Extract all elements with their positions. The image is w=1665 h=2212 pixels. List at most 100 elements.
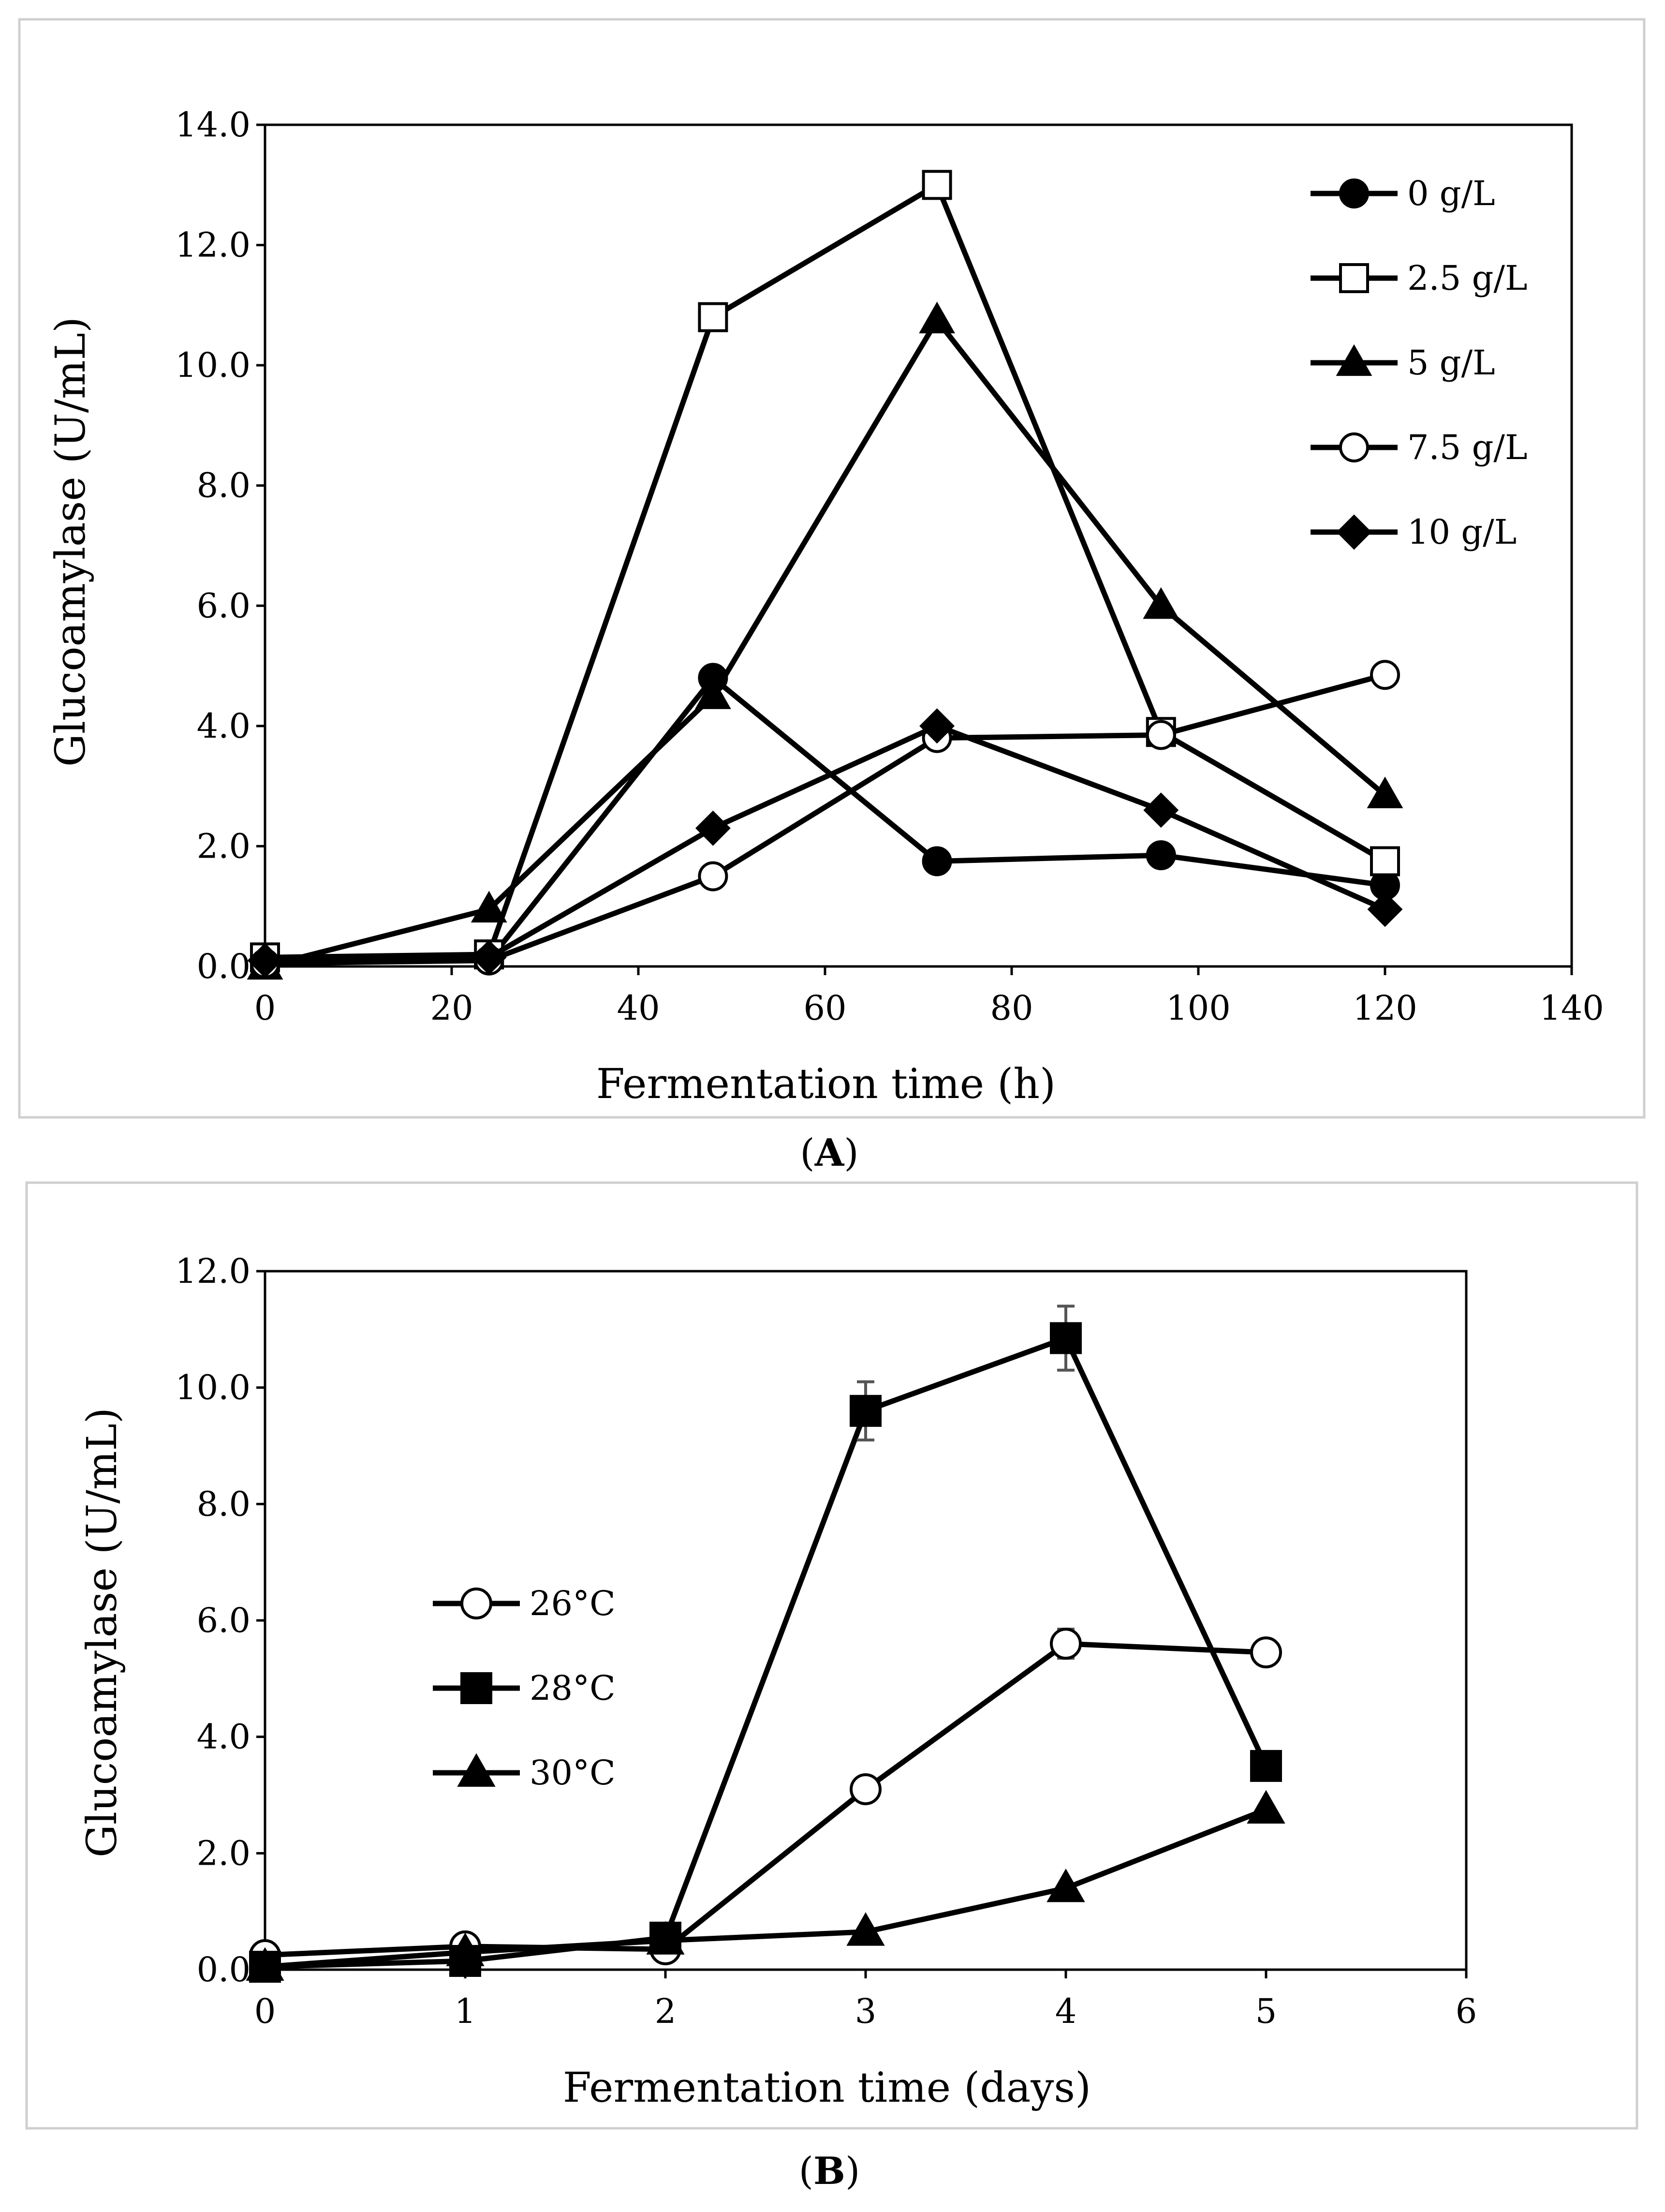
panel-a-frame bbox=[18, 18, 1646, 1119]
panel-a-x-tick-label: 40 bbox=[617, 988, 660, 1028]
panel-b-x-tick-label: 3 bbox=[855, 1991, 877, 2031]
panel-a-series-10-g-l-line bbox=[265, 723, 1386, 964]
panel-a-y-tick-label: 10.0 bbox=[175, 345, 250, 385]
panel-b: 0.0 2.0 4.0 6.0 8.0 10.0 12.0 0 1 2 3 4 5 6 26°C 28°C 30… bbox=[25, 1181, 1638, 2193]
panel-a-point-5-g-l bbox=[919, 301, 955, 334]
panel-a-plot-area bbox=[264, 123, 1573, 968]
panel-b-x-tick-label: 5 bbox=[1255, 1991, 1277, 2031]
panel-b-point-30-c bbox=[1247, 1790, 1285, 1824]
panel-b-y-axis-title: Glucoamylase (U/mL) bbox=[78, 1408, 126, 1857]
panel-b-legend-marker-26-c bbox=[460, 1588, 492, 1619]
panel-a-series-5-g-l bbox=[247, 301, 1403, 980]
panel-b-point-30-c bbox=[846, 1912, 885, 1946]
panel-b-x-tick-label: 2 bbox=[655, 1991, 677, 2031]
panel-a-point-5-g-l bbox=[471, 891, 507, 923]
panel-b-legend-item-28-c: 28°C bbox=[433, 1668, 616, 1708]
panel-a-x-tick-label: 100 bbox=[1166, 988, 1231, 1028]
panel-b-point-26-c bbox=[850, 1773, 882, 1805]
panel-b-x-tick-label: 6 bbox=[1456, 1991, 1477, 2031]
panel-a-legend-item-10-g-l: 10 g/L bbox=[1311, 512, 1517, 552]
panel-a-series-10-g-l bbox=[247, 708, 1403, 979]
panel-b-point-28-c bbox=[1250, 1750, 1282, 1782]
panel-a-point-10-g-l bbox=[695, 810, 731, 846]
panel-a-point-7-5-g-l bbox=[1370, 660, 1400, 690]
panel-a-legend: 0 g/L 2.5 g/L 5 g/L 7.5 g/L 10 g/L bbox=[1311, 174, 1527, 552]
panel-a-y-tick-label: 8.0 bbox=[197, 466, 250, 505]
panel-b-point-30-c bbox=[1046, 1868, 1085, 1902]
panel-b-point-26-c bbox=[1250, 1636, 1282, 1669]
panel-a-legend-marker-7-5-g-l bbox=[1339, 432, 1369, 462]
panel-b-legend-item-30-c: 30°C bbox=[433, 1753, 616, 1793]
panel-a-caption: (A) bbox=[800, 1131, 858, 1175]
panel-a-point-10-g-l bbox=[1367, 891, 1403, 927]
panel-a-point-10-g-l bbox=[247, 943, 283, 979]
panel-a-legend-label-10-g-l: 10 g/L bbox=[1407, 512, 1517, 552]
panel-a-x-tick-label: 60 bbox=[803, 988, 846, 1028]
panel-a-point-2-5-g-l bbox=[698, 302, 728, 332]
panel-a-x-tick-label: 120 bbox=[1353, 988, 1417, 1028]
panel-a-y-tick-label: 0.0 bbox=[197, 947, 250, 986]
panel-b-x-tick-label: 0 bbox=[254, 1991, 276, 2031]
panel-a-legend-marker-10-g-l bbox=[1336, 514, 1372, 550]
panel-a-legend-marker-5-g-l bbox=[1336, 344, 1372, 376]
panel-a-legend-item-5-g-l: 5 g/L bbox=[1311, 343, 1495, 383]
panel-a-point-10-g-l bbox=[919, 708, 955, 744]
panel-b-series-28-c-line bbox=[265, 1335, 1268, 1970]
panel-b-y-tick-label: 6.0 bbox=[197, 1601, 250, 1640]
panel-b-series-30-c bbox=[246, 1790, 1285, 1981]
panel-a-legend-marker-2-5-g-l bbox=[1339, 263, 1369, 293]
panel-b-y-tick-label: 0.0 bbox=[197, 1950, 250, 1989]
panel-a-legend-label-2-5-g-l: 2.5 g/L bbox=[1407, 258, 1527, 298]
panel-b-plot: 0.0 2.0 4.0 6.0 8.0 10.0 12.0 0 1 2 3 4 5 6 26°C 28°C 30… bbox=[175, 1251, 1477, 2031]
panel-a-series-2-5-g-l-line bbox=[265, 182, 1386, 960]
panel-a-point-5-g-l bbox=[695, 677, 731, 709]
panel-b-legend-label-26-c: 26°C bbox=[530, 1584, 616, 1623]
panel-a-x-tick-label: 80 bbox=[990, 988, 1033, 1028]
panel-b-legend-label-28-c: 28°C bbox=[530, 1668, 616, 1708]
panel-a-point-2-5-g-l bbox=[1370, 846, 1400, 876]
panel-b-y-tick-label: 4.0 bbox=[197, 1717, 250, 1757]
panel-b-y-tick-label: 2.0 bbox=[197, 1833, 250, 1873]
panel-a-point-0-g-l bbox=[1146, 840, 1176, 871]
panel-a-x-tick-label: 0 bbox=[254, 988, 276, 1028]
panel-a-plot: 0.0 2.0 4.0 6.0 8.0 10.0 12.0 14.0 0 20 40 60 80 100 1… bbox=[175, 105, 1604, 1028]
panel-a-x-axis-title: Fermentation time (h) bbox=[596, 1060, 1056, 1108]
panel-b-point-30-c bbox=[646, 1921, 685, 1955]
panel-a-legend-item-7-5-g-l: 7.5 g/L bbox=[1311, 428, 1527, 467]
panel-b-y-tick-label: 8.0 bbox=[197, 1484, 250, 1524]
panel-b-caption-letter: B bbox=[813, 2149, 845, 2193]
panel-b-frame bbox=[25, 1181, 1638, 2130]
panel-a-legend-label-5-g-l: 5 g/L bbox=[1407, 343, 1495, 383]
panel-b-point-30-c bbox=[446, 1932, 485, 1966]
panel-a-point-0-g-l bbox=[922, 846, 952, 876]
panel-a-y-tick-label: 4.0 bbox=[197, 706, 250, 746]
panel-a-legend-item-2-5-g-l: 2.5 g/L bbox=[1311, 258, 1527, 298]
panel-b-point-28-c bbox=[850, 1395, 882, 1427]
panel-a-y-tick-label: 12.0 bbox=[175, 225, 250, 265]
panel-b-legend-marker-30-c bbox=[457, 1753, 496, 1787]
panel-b-point-28-c bbox=[1050, 1322, 1082, 1354]
panel-a-series-5-g-l-line bbox=[264, 317, 1387, 969]
panel-b-point-26-c bbox=[1050, 1628, 1082, 1660]
panel-a-y-tick-label: 2.0 bbox=[197, 826, 250, 866]
panel-b-y-tick-label: 12.0 bbox=[175, 1251, 250, 1291]
panel-a-point-5-g-l bbox=[1367, 776, 1403, 808]
panel-a-y-axis-title: Glucoamylase (U/mL) bbox=[47, 317, 95, 767]
panel-b-legend-item-26-c: 26°C bbox=[433, 1584, 616, 1623]
panel-a-legend-label-7-5-g-l: 7.5 g/L bbox=[1407, 428, 1527, 467]
panel-a-point-5-g-l bbox=[1143, 587, 1179, 619]
panel-b-series-26-c-line bbox=[265, 1641, 1267, 1958]
panel-b-x-tick-label: 4 bbox=[1055, 1991, 1077, 2031]
panel-a-legend-marker-0-g-l bbox=[1339, 178, 1369, 208]
panel-a-point-10-g-l bbox=[1143, 792, 1179, 828]
panel-a-legend-label-0-g-l: 0 g/L bbox=[1407, 174, 1495, 213]
panel-a-series-7-5-g-l-line bbox=[265, 672, 1386, 966]
panel-b-series-30-c-line bbox=[265, 1807, 1267, 1970]
panel-a: 0.0 2.0 4.0 6.0 8.0 10.0 12.0 14.0 0 20 40 60 80 100 1… bbox=[18, 18, 1646, 1175]
panel-b-x-axis-title: Fermentation time (days) bbox=[563, 2064, 1091, 2112]
panel-a-x-tick-label: 20 bbox=[430, 988, 473, 1028]
panel-a-caption-letter: A bbox=[814, 1131, 845, 1175]
panel-a-point-7-5-g-l bbox=[698, 861, 728, 891]
panel-b-legend: 26°C 28°C 30°C bbox=[433, 1584, 616, 1793]
